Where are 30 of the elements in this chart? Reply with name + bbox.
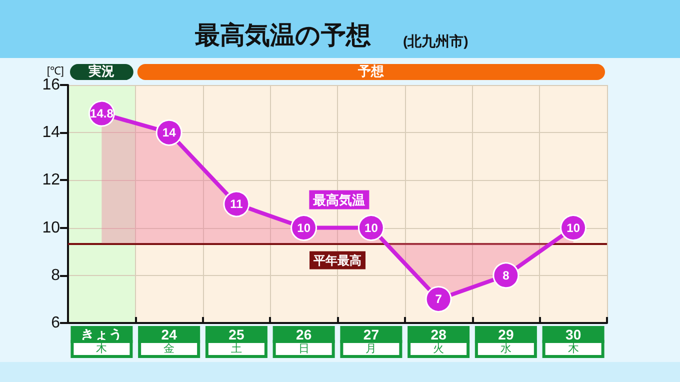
x-tick-label: 25土 [228, 326, 244, 355]
series-label: 最高気温 [312, 192, 366, 208]
y-tick-label: 12 [42, 172, 60, 189]
chart-subtitle: (北九州市) [403, 33, 468, 49]
data-label: 10 [566, 220, 580, 235]
y-axis-title: [℃] [46, 66, 64, 78]
point [425, 286, 452, 312]
data-label: 7 [435, 292, 442, 306]
y-tick-label: 8 [51, 266, 60, 284]
y-tick-label: 10 [42, 219, 60, 236]
data-label: 11 [230, 197, 244, 211]
ref-line-label: 平年最高 [312, 253, 362, 268]
data-label: 8 [502, 268, 510, 282]
data-label: 10 [297, 220, 311, 235]
band-label: 予想 [357, 64, 386, 80]
data-label: 10 [364, 220, 378, 235]
data-label: 14 [162, 126, 176, 140]
x-tick-label: 24金 [161, 326, 178, 355]
x-tick-label: 26日 [296, 326, 312, 355]
data-label: 14.8 [90, 106, 114, 121]
x-tick-label: 28火 [430, 326, 447, 355]
point [492, 262, 520, 289]
y-tick-label: 14 [42, 124, 60, 142]
chart-title: 最高気温の予想 [194, 22, 371, 50]
y-tick-label: 16 [42, 76, 60, 94]
band-label: 実況 [88, 64, 115, 80]
x-tick-label: 30木 [566, 326, 582, 355]
x-tick-label: 27月 [363, 326, 380, 355]
x-tick-label: 29水 [498, 326, 514, 355]
y-tick-label: 6 [51, 314, 60, 332]
